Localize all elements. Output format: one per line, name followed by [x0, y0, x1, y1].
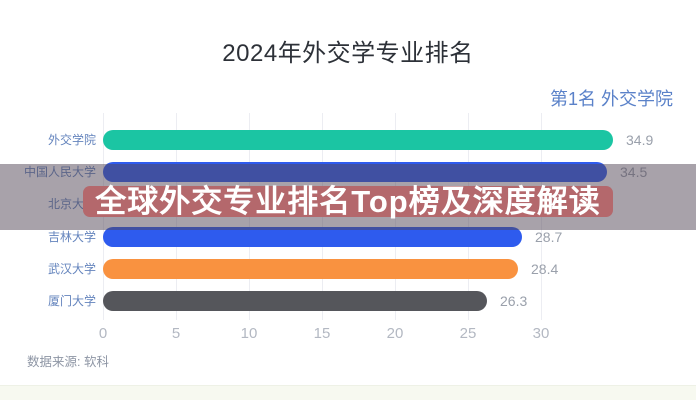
value-label: 28.7 [535, 229, 563, 245]
data-source-note: 数据来源: 软科 [27, 355, 109, 369]
value-label: 28.4 [531, 261, 559, 277]
x-tick-label: 0 [98, 325, 108, 342]
value-label: 34.9 [626, 132, 654, 148]
x-tick-label: 25 [459, 325, 477, 342]
chart-title: 2024年外交学专业排名 [222, 40, 474, 67]
headline-text: 全球外交专业排名Top榜及深度解读 [83, 186, 613, 217]
bar-row: 吉林大学 28.7 [0, 227, 696, 247]
category-label: 外交学院 [47, 133, 96, 147]
bar [103, 291, 487, 311]
category-label: 吉林大学 [47, 230, 96, 244]
bottom-strip [0, 385, 696, 400]
x-tick-label: 20 [386, 325, 404, 342]
x-tick-label: 15 [313, 325, 331, 342]
bar-row: 武汉大学 28.4 [0, 259, 696, 279]
category-label: 武汉大学 [47, 262, 96, 276]
category-label: 厦门大学 [47, 294, 96, 308]
x-tick-label: 10 [240, 325, 258, 342]
value-label: 26.3 [500, 293, 528, 309]
bar-row: 厦门大学 26.3 [0, 291, 696, 311]
rank-annotation: 第1名 外交学院 [549, 89, 673, 109]
x-tick-label: 30 [532, 325, 550, 342]
bar [103, 259, 518, 279]
bar [103, 227, 522, 247]
bar [103, 130, 613, 150]
headline-banner-overlay: 全球外交专业排名Top榜及深度解读 [0, 164, 696, 230]
bar-row: 外交学院 34.9 [0, 130, 696, 150]
x-tick-label: 5 [171, 325, 181, 342]
